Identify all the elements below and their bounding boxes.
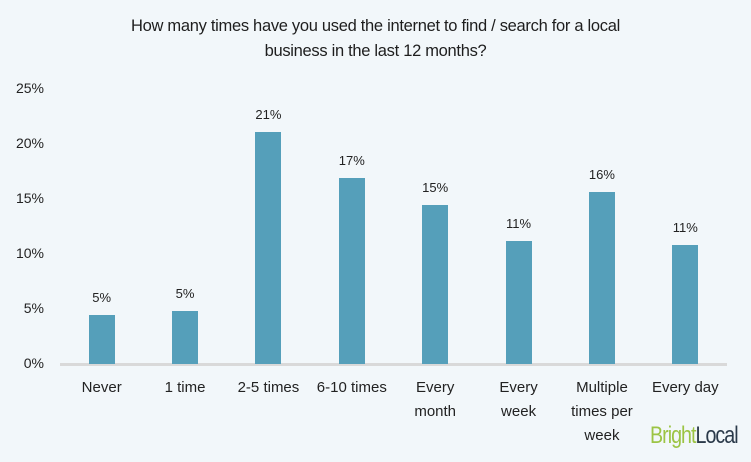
x-tick-label-line: Every: [416, 379, 455, 396]
x-tick-label-line: 1 time: [164, 379, 206, 396]
logo-bright: Bright: [650, 422, 696, 449]
bar: [588, 192, 615, 364]
x-tick-label-line: week: [584, 427, 620, 444]
y-tick-label: 15%: [15, 190, 44, 206]
x-tick-label-line: 6-10 times: [316, 379, 387, 396]
logo-local: Local: [695, 422, 739, 449]
x-tick-label: 1 time: [143, 376, 227, 400]
chart-title-line-2: business in the last 12 months?: [264, 42, 487, 60]
x-tick-label-line: Never: [81, 379, 122, 396]
bar: [422, 204, 449, 364]
y-tick-label: 0%: [23, 355, 44, 371]
data-label: 5%: [175, 286, 195, 302]
brightlocal-logo: BrightLocal: [650, 422, 739, 450]
x-tick-label-line: Every: [499, 379, 538, 396]
x-tick-label-line: times per: [571, 403, 633, 420]
bar: [338, 178, 365, 364]
bar: [672, 245, 699, 364]
data-label: 5%: [92, 289, 112, 305]
bar: [88, 314, 115, 364]
x-tick-label: Multiple times per week: [560, 376, 644, 448]
x-tick-label: 2-5 times: [226, 376, 310, 400]
x-tick-label-line: Multiple: [576, 379, 628, 396]
x-tick-label: Every month: [393, 376, 477, 424]
data-label: 11%: [506, 215, 532, 231]
data-label: 11%: [672, 220, 698, 236]
x-tick-label-line: week: [501, 403, 537, 420]
bar: [255, 131, 282, 364]
x-tick-label: 6-10 times: [310, 376, 394, 400]
x-tick-label-line: 2-5 times: [237, 379, 300, 396]
data-label: 16%: [588, 167, 615, 183]
x-tick-label-line: month: [414, 403, 457, 420]
x-tick-label-line: Every day: [651, 379, 719, 396]
y-tick-label: 5%: [23, 300, 44, 316]
data-label: 15%: [422, 179, 449, 195]
y-tick-label: 10%: [15, 245, 44, 261]
chart-title-line-1: How many times have you used the interne…: [131, 17, 620, 35]
x-axis-line: [60, 363, 727, 366]
chart-title: How many times have you used the interne…: [0, 14, 751, 64]
y-tick-label: 25%: [15, 80, 44, 96]
bar: [172, 311, 199, 364]
x-tick-label: Never: [60, 376, 144, 400]
data-label: 21%: [255, 106, 282, 122]
x-tick-label: Every day: [643, 376, 727, 400]
x-tick-label: Every week: [477, 376, 561, 424]
y-tick-label: 20%: [15, 135, 44, 151]
data-label: 17%: [338, 153, 365, 169]
bar: [505, 240, 532, 364]
